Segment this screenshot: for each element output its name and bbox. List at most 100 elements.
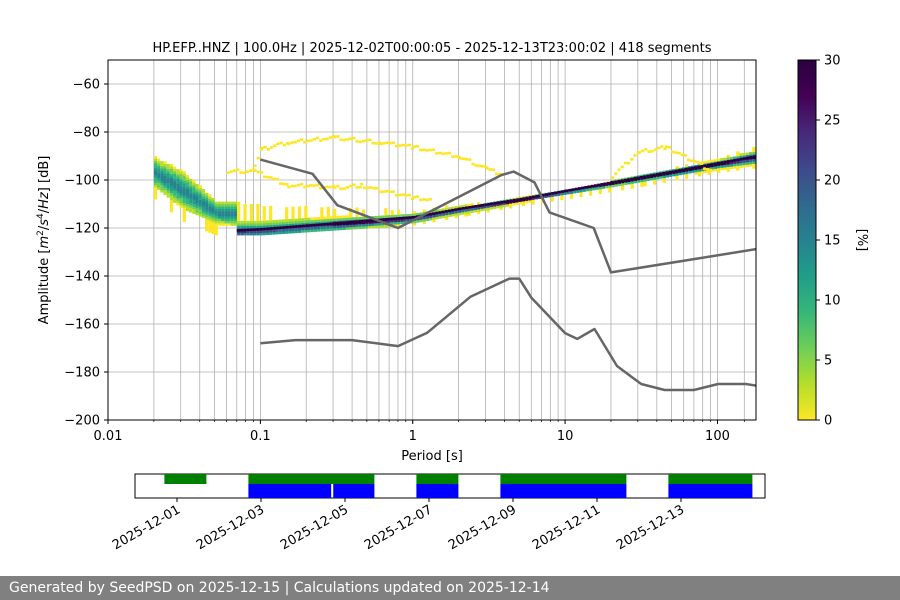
- density-cell: [211, 207, 215, 211]
- density-cell: [256, 218, 260, 221]
- density-cell: [496, 205, 500, 209]
- density-cell: [237, 232, 241, 236]
- density-cell: [243, 213, 247, 217]
- density-cell: [278, 224, 282, 227]
- density-cell: [256, 223, 260, 226]
- density-cell: [169, 183, 174, 186]
- density-cell: [208, 230, 212, 233]
- colorbar-tick-label: 5: [824, 354, 832, 369]
- density-cell: [166, 195, 170, 198]
- density-cell: [185, 182, 190, 185]
- density-cell: [294, 220, 298, 224]
- mode-cell: [649, 174, 653, 177]
- density-cell: [256, 208, 260, 212]
- density-cell: [195, 207, 199, 211]
- density-outlier-cell: [256, 156, 260, 160]
- density-cell: [185, 189, 190, 193]
- colorbar-tick-label: 30: [824, 54, 841, 69]
- density-cell: [221, 211, 225, 214]
- density-cell: [681, 172, 686, 175]
- density-cell: [205, 223, 209, 227]
- density-cell: [723, 167, 727, 170]
- density-cell: [403, 214, 407, 217]
- mode-cell: [630, 177, 634, 181]
- density-cell: [390, 212, 394, 216]
- density-cell: [601, 186, 606, 189]
- density-outlier-cell: [299, 182, 304, 186]
- density-cell: [205, 219, 209, 222]
- density-cell: [185, 208, 190, 212]
- density-cell: [457, 210, 462, 213]
- mode-cell: [577, 187, 582, 190]
- mode-cell: [354, 220, 358, 224]
- mode-cell: [363, 219, 368, 223]
- density-cell: [643, 181, 647, 184]
- density-cell: [633, 180, 638, 184]
- density-cell: [153, 194, 158, 197]
- density-cell: [208, 218, 212, 221]
- density-outlier-cell: [454, 155, 458, 158]
- density-outlier-cell: [667, 146, 672, 149]
- density-cell: [169, 178, 174, 182]
- density-cell: [163, 173, 167, 176]
- density-cell: [166, 187, 170, 191]
- density-outlier-cell: [385, 141, 389, 145]
- density-cell: [416, 212, 420, 216]
- mode-cell: [408, 216, 412, 219]
- colorbar-tick-label: 10: [824, 294, 841, 309]
- density-cell: [189, 178, 193, 182]
- density-outlier-cell: [630, 158, 634, 161]
- density-cell: [237, 211, 241, 214]
- density-outlier-cell: [419, 198, 423, 202]
- density-cell: [198, 214, 202, 217]
- density-cell: [285, 219, 289, 222]
- density-cell: [397, 221, 401, 225]
- density-cell: [157, 187, 161, 190]
- density-cell: [173, 169, 177, 172]
- density-cell: [198, 204, 202, 208]
- mode-cell: [276, 226, 280, 230]
- density-cell: [182, 178, 186, 182]
- density-cell: [205, 228, 209, 232]
- mode-cell: [557, 190, 561, 194]
- density-cell: [182, 188, 186, 191]
- mode-cell: [665, 171, 669, 175]
- mode-cell: [395, 217, 399, 220]
- density-cell: [272, 232, 276, 235]
- density-cell: [745, 164, 750, 168]
- density-cell: [249, 213, 254, 217]
- density-cell: [243, 232, 247, 236]
- density-cell: [230, 223, 234, 226]
- density-cell: [176, 178, 180, 182]
- density-outlier-cell: [345, 138, 350, 141]
- density-outlier-cell: [342, 138, 346, 142]
- density-cell: [717, 170, 721, 174]
- density-cell: [221, 223, 225, 226]
- density-cell: [189, 195, 193, 199]
- density-cell: [608, 187, 612, 191]
- density-cell: [195, 200, 199, 204]
- density-outlier-cell: [256, 170, 260, 174]
- density-cell: [339, 227, 343, 231]
- mode-cell: [568, 188, 572, 192]
- density-cell: [445, 205, 449, 208]
- density-cell: [227, 206, 231, 209]
- mode-cell: [554, 191, 558, 195]
- mode-cell: [477, 204, 482, 208]
- density-cell: [211, 219, 215, 223]
- mode-cell: [412, 215, 416, 219]
- density-cell: [301, 218, 305, 221]
- density-cell: [445, 217, 449, 220]
- density-cell: [185, 177, 190, 181]
- density-cell: [499, 202, 503, 206]
- density-cell: [329, 228, 334, 231]
- density-cell: [198, 185, 202, 188]
- density-cell: [345, 224, 350, 228]
- density-cell: [422, 216, 426, 220]
- density-cell: [464, 211, 468, 215]
- density-cell: [461, 209, 465, 213]
- density-cell: [742, 160, 746, 163]
- density-cell: [259, 225, 263, 229]
- density-outlier-cell: [361, 139, 366, 143]
- density-cell: [217, 216, 222, 219]
